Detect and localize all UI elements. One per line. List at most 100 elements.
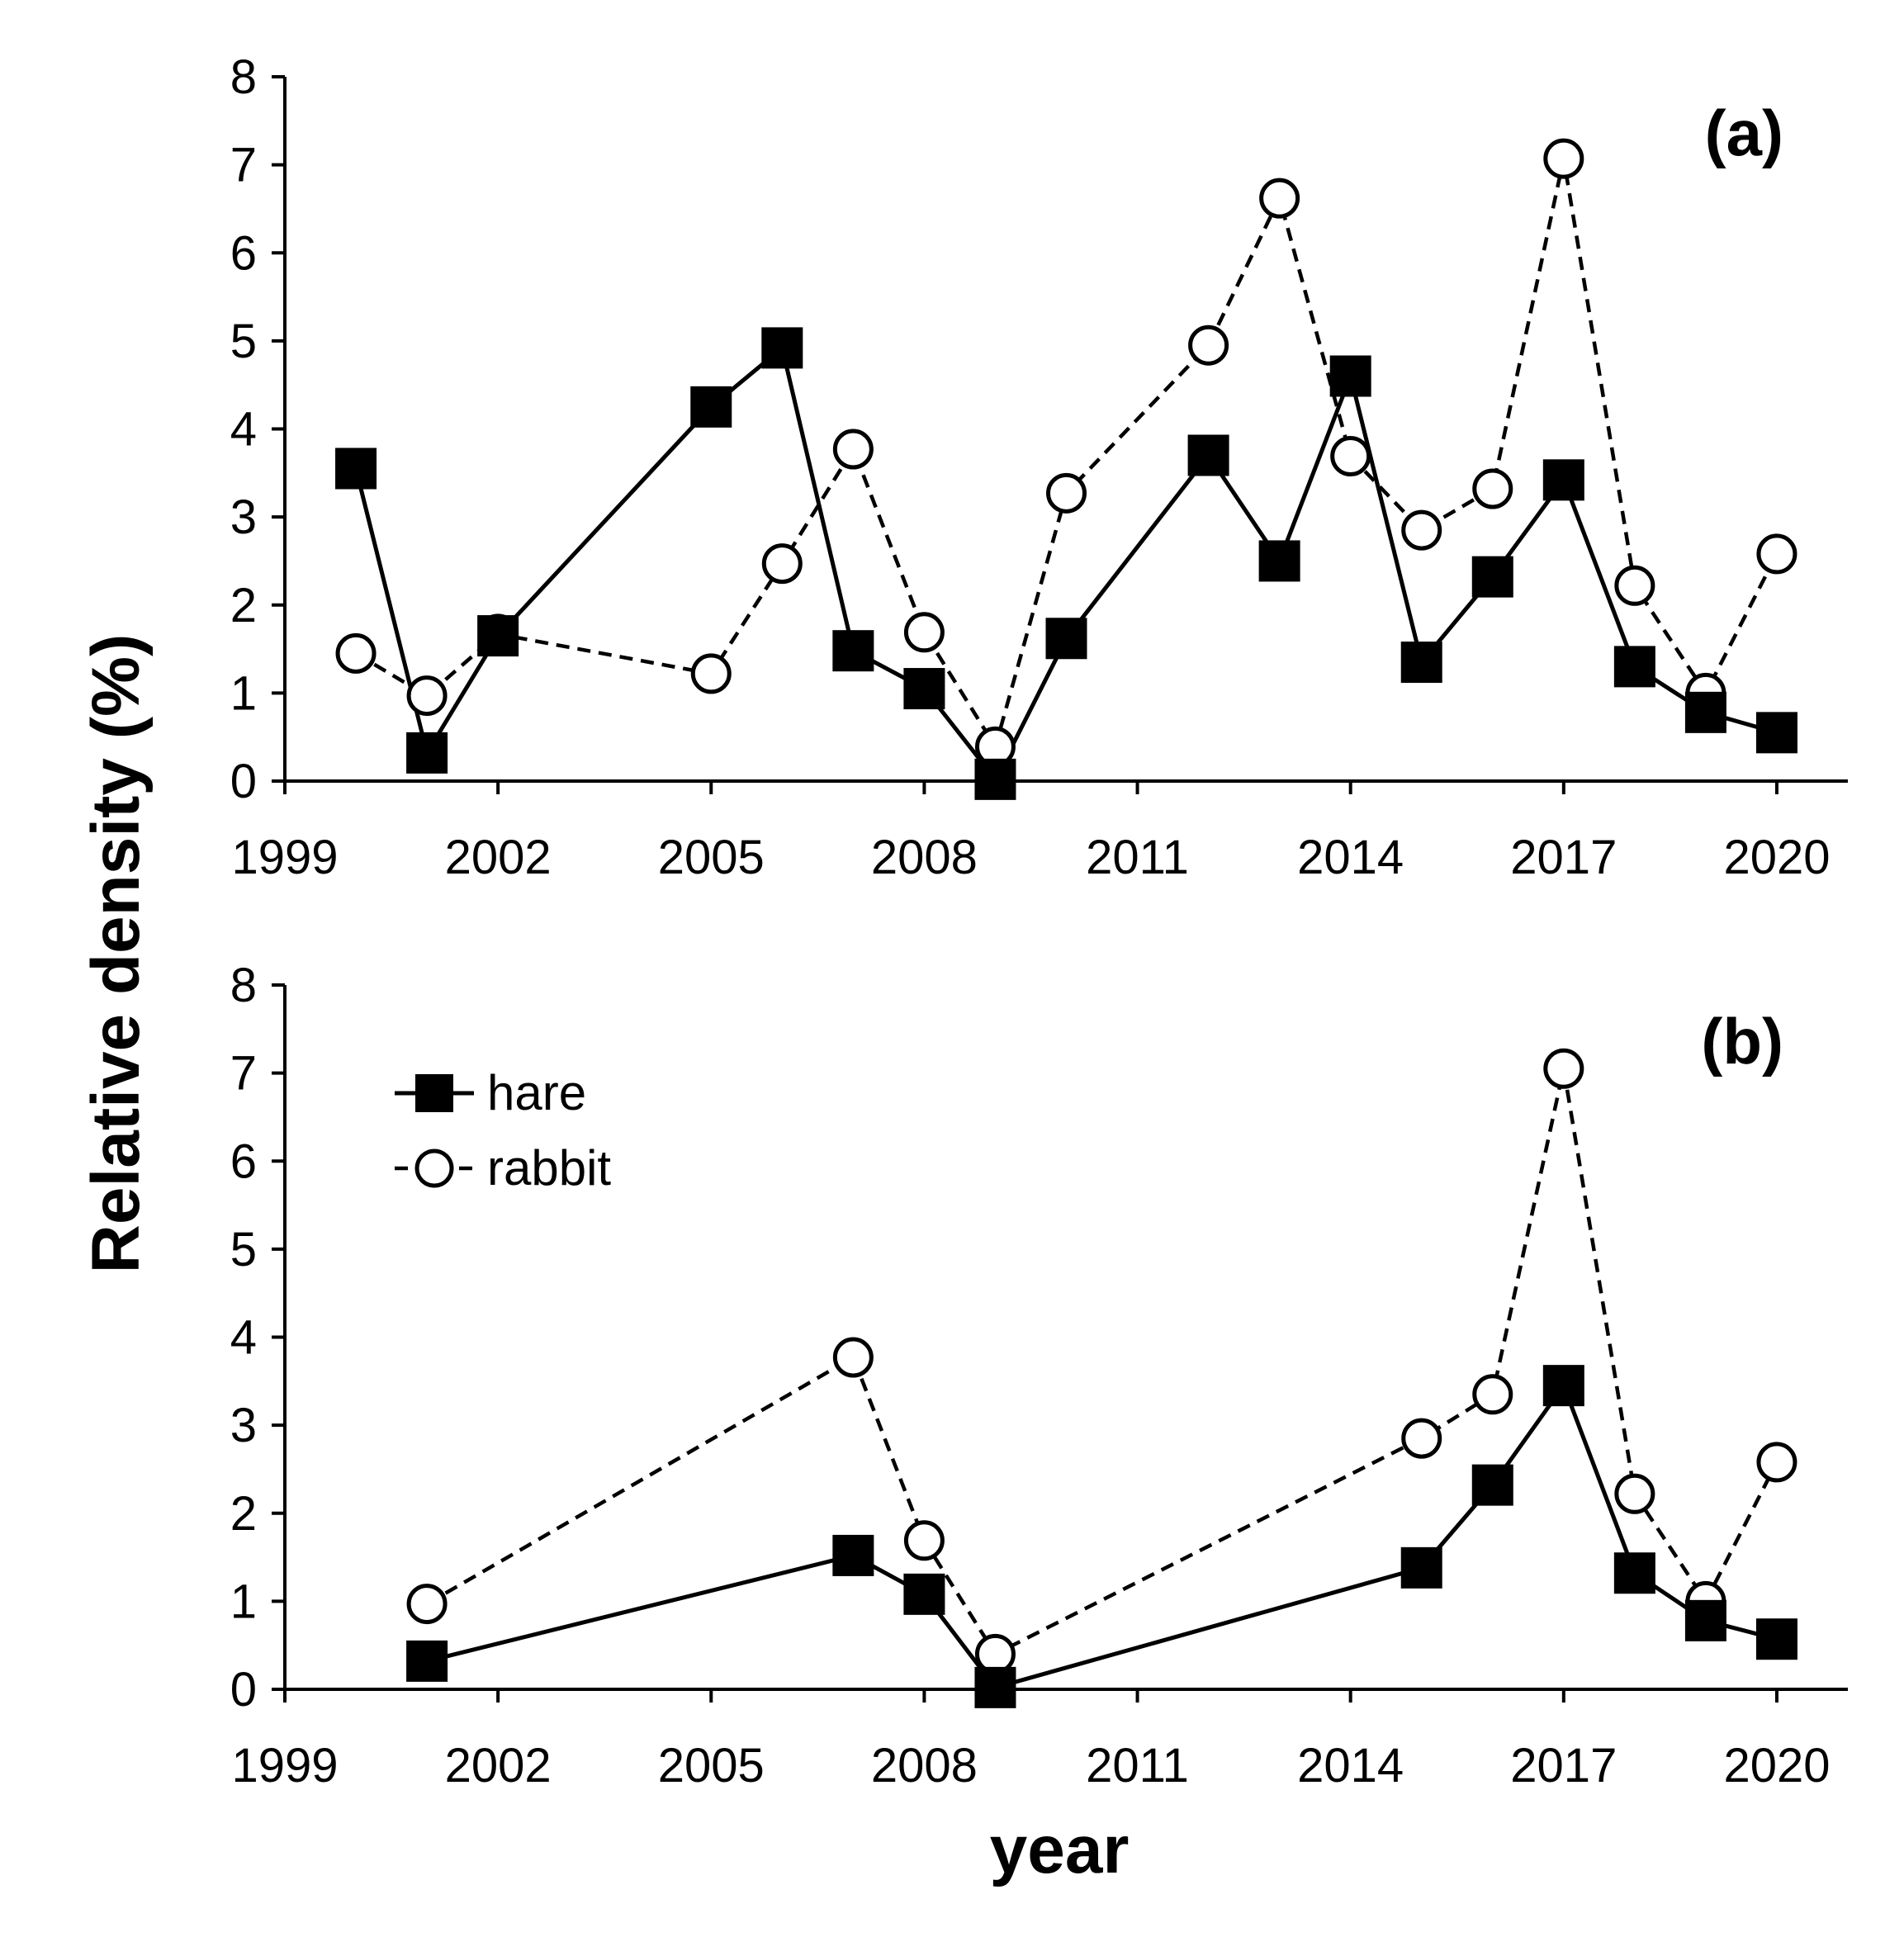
hare-point xyxy=(1755,1618,1797,1660)
hare-point xyxy=(335,448,377,490)
panel-b: 0 1 2 3 4 5 6 7 8 1999 2002 2005 2008 2011 2014 2017 202… xyxy=(230,959,1848,1793)
y-tick-label: 7 xyxy=(230,1047,257,1101)
hare-point xyxy=(974,758,1016,800)
x-tick-label: 2011 xyxy=(1086,1739,1189,1793)
hare-point xyxy=(477,615,519,657)
legend-hare-marker xyxy=(415,1074,453,1112)
y-tick-label: 1 xyxy=(230,666,257,720)
hare-point xyxy=(1400,642,1442,684)
rabbit-point xyxy=(1756,1442,1797,1483)
y-tick-label: 8 xyxy=(230,959,257,1012)
rabbit-point xyxy=(1756,533,1797,575)
hare-point xyxy=(1684,691,1726,733)
rabbit-point xyxy=(406,1584,448,1625)
y-tick-label: 6 xyxy=(230,1134,257,1188)
rabbit-point xyxy=(832,1337,874,1378)
hare-point xyxy=(832,1534,874,1576)
hare-point xyxy=(903,668,945,710)
hare-point xyxy=(1400,1546,1442,1589)
hare-point xyxy=(1471,1464,1513,1506)
hare-point xyxy=(1258,540,1300,582)
rabbit-point xyxy=(335,632,377,674)
legend: hare rabbit xyxy=(395,1065,611,1196)
hare-point xyxy=(406,1640,448,1682)
hare-point xyxy=(903,1573,945,1615)
rabbit-point xyxy=(1543,1048,1584,1089)
y-tick-label: 4 xyxy=(230,1311,257,1365)
y-tick-label: 8 xyxy=(230,50,257,104)
rabbit-point xyxy=(1614,565,1655,606)
x-tick-label: 1999 xyxy=(231,831,338,884)
hare-point xyxy=(1329,355,1371,397)
rabbit-point xyxy=(1401,1418,1442,1459)
legend-rabbit-marker xyxy=(414,1148,454,1188)
y-tick-label: 3 xyxy=(230,490,257,544)
y-tick-label: 6 xyxy=(230,226,257,280)
y-tick-label: 0 xyxy=(230,1663,257,1717)
y-tick-label: 4 xyxy=(230,403,257,457)
legend-item-rabbit: rabbit xyxy=(395,1140,611,1196)
hare-point xyxy=(1471,556,1513,598)
x-tick-label: 2005 xyxy=(658,831,765,884)
hare-point xyxy=(974,1666,1016,1708)
y-tick-label: 5 xyxy=(230,315,257,368)
rabbit-point xyxy=(1401,509,1442,551)
rabbit-point xyxy=(761,543,803,585)
x-tick-label: 2002 xyxy=(445,1739,552,1793)
rabbit-point xyxy=(1046,472,1087,514)
x-tick-label: 2008 xyxy=(871,1739,978,1793)
y-tick-label: 3 xyxy=(230,1399,257,1452)
panel-label-b: (b) xyxy=(1701,1005,1783,1077)
rabbit-point xyxy=(903,612,945,653)
y-tick-label: 2 xyxy=(230,1487,257,1541)
rabbit-point xyxy=(903,1520,945,1561)
hare-point xyxy=(1187,434,1229,476)
legend-rabbit-label: rabbit xyxy=(487,1140,611,1196)
y-axis-title: Relative density (%) xyxy=(78,634,154,1274)
x-tick-label: 2017 xyxy=(1510,831,1617,884)
hare-point xyxy=(1045,618,1087,660)
x-tick-label: 2014 xyxy=(1297,831,1404,884)
hare-point xyxy=(690,386,732,428)
rabbit-point xyxy=(406,675,448,717)
x-tick-label: 2014 xyxy=(1297,1739,1404,1793)
rabbit-line-a xyxy=(354,158,1779,751)
rabbit-line-b xyxy=(425,1068,1779,1657)
rabbit-point xyxy=(690,653,732,694)
x-tick-label: 2008 xyxy=(871,831,978,884)
y-tick-label: 2 xyxy=(230,579,257,632)
y-tick-label: 0 xyxy=(230,755,257,808)
x-tick-label: 2002 xyxy=(445,831,552,884)
hare-point xyxy=(1542,459,1584,501)
hare-point xyxy=(1684,1599,1726,1641)
legend-item-hare: hare xyxy=(395,1065,586,1120)
hare-point xyxy=(761,327,803,369)
rabbit-point xyxy=(1543,138,1584,179)
panel-a: 0 1 2 3 4 5 6 7 8 1999 2002 2005 2008 2011 2014 2017 202… xyxy=(230,50,1848,884)
x-tick-label: 2011 xyxy=(1086,831,1189,884)
y-tick-label: 5 xyxy=(230,1223,257,1276)
hare-line-a xyxy=(353,343,1778,784)
hare-point xyxy=(832,630,874,672)
hare-point xyxy=(1613,646,1655,688)
hare-point xyxy=(1613,1552,1655,1594)
rabbit-point xyxy=(1330,436,1371,477)
x-tick-label: 2020 xyxy=(1723,831,1830,884)
rabbit-point xyxy=(1259,178,1300,219)
hare-point xyxy=(406,732,448,774)
legend-hare-label: hare xyxy=(487,1065,586,1120)
panel-label-a: (a) xyxy=(1705,97,1783,169)
x-tick-label: 1999 xyxy=(231,1739,338,1793)
y-tick-label: 7 xyxy=(230,139,257,192)
hare-point xyxy=(1755,712,1797,754)
hare-line-b xyxy=(426,1381,1778,1690)
x-tick-label: 2005 xyxy=(658,1739,765,1793)
hare-point xyxy=(1542,1365,1584,1407)
y-tick-label: 1 xyxy=(230,1575,257,1628)
x-tick-label: 2020 xyxy=(1723,1739,1830,1793)
rabbit-point xyxy=(1472,1374,1513,1415)
rabbit-point xyxy=(1472,468,1513,509)
rabbit-point xyxy=(974,1633,1016,1674)
x-tick-label: 2017 xyxy=(1510,1739,1617,1793)
